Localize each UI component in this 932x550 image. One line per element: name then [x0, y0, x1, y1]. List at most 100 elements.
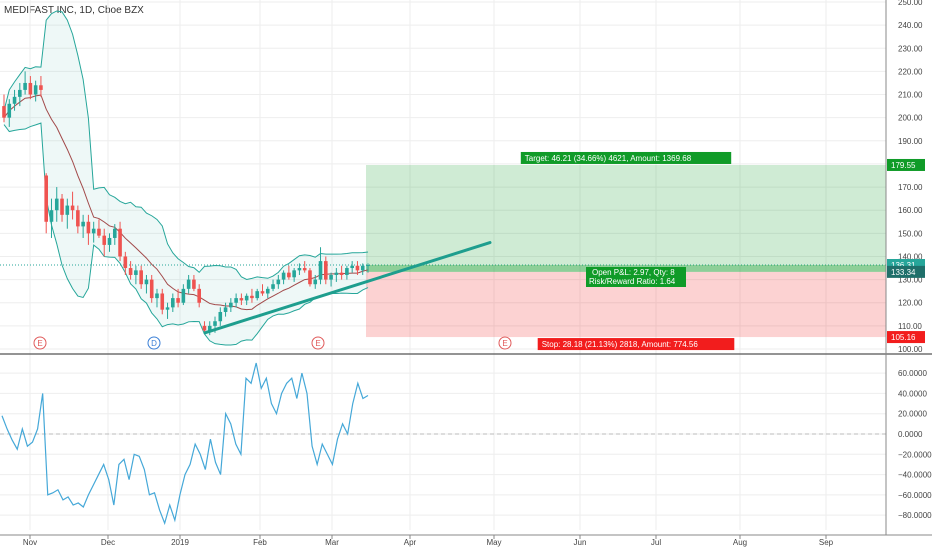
candle-body: [218, 311, 223, 322]
candle-body: [118, 228, 122, 257]
candle-body: [171, 298, 175, 308]
current-price-tag: 136.31: [891, 261, 916, 270]
price-tick-label: 210.00: [898, 91, 923, 100]
osc-tick-label: −20.0000: [898, 450, 932, 459]
stop-label-bg: [537, 338, 735, 351]
price-tick-label: 200.00: [898, 114, 923, 123]
candle-body: [12, 96, 17, 104]
lower-band: [3, 122, 369, 346]
osc-tick-label: 0.0000: [898, 430, 923, 439]
candles: [2, 71, 492, 336]
candle-body: [65, 205, 70, 215]
price-tick-label: 170.00: [898, 183, 923, 192]
candle-body: [155, 293, 159, 299]
target-price-tag-bg: [887, 158, 925, 171]
upper-band: [3, 10, 369, 281]
candle-body: [28, 82, 33, 95]
candle-body: [355, 265, 360, 271]
candle-body: [139, 270, 143, 285]
osc-tick-label: 40.0000: [898, 389, 927, 398]
candle-body: [112, 228, 117, 238]
candle-body: [345, 268, 349, 275]
osc-tick-label: −40.0000: [898, 471, 932, 480]
candle-body: [360, 265, 365, 271]
bollinger-bands: [3, 10, 369, 346]
price-tick-label: 130.00: [898, 276, 923, 285]
time-tick-label: Aug: [733, 538, 747, 547]
time-tick-label: Feb: [253, 538, 267, 547]
position-labels: E D E E Target: 46.21 (34.66%) 4621, Amount:…: [33, 151, 925, 351]
candle-body: [60, 198, 64, 215]
position-zones[interactable]: [366, 164, 886, 338]
osc-tick-label: −60.0000: [898, 491, 932, 500]
event-marker-label: E: [37, 339, 42, 348]
candle-body: [292, 270, 296, 278]
candle-body: [350, 265, 354, 269]
candle-body: [97, 228, 101, 236]
candle-body: [250, 295, 254, 299]
pnl-box: [586, 267, 686, 287]
osc-tick-label: 20.0000: [898, 410, 927, 419]
price-tick-label: 250.00: [898, 0, 923, 7]
time-tick-label: Apr: [404, 538, 417, 547]
price-tick-label: 150.00: [898, 229, 923, 238]
chart-title: MEDIFAST INC, 1D, Cboe BZX: [4, 5, 144, 16]
target-label: Target: 46.21 (34.66%) 4621, Amount: 136…: [525, 154, 692, 163]
event-marker: [33, 336, 47, 350]
candle-body: [102, 235, 107, 245]
candle-body: [313, 279, 318, 285]
stop-label: Stop: 28.18 (21.13%) 2818, Amount: 774.5…: [542, 340, 699, 349]
candle-body: [128, 268, 133, 275]
entry-price-tag-bg: [887, 265, 925, 278]
time-tick-label: May: [486, 538, 501, 547]
candle-body: [7, 103, 12, 118]
candle-body: [33, 85, 38, 95]
candle-body: [271, 284, 275, 289]
candle-body: [70, 205, 75, 211]
candle-body: [339, 272, 344, 275]
candle-body: [239, 298, 244, 301]
event-marker-label: E: [315, 339, 320, 348]
trendline: [203, 241, 492, 335]
candle-body: [160, 293, 165, 310]
candle-body: [308, 270, 312, 285]
time-tick-label: Nov: [23, 538, 37, 547]
event-marker: [311, 336, 325, 350]
event-marker-label: E: [502, 339, 507, 348]
candle-body: [244, 295, 249, 301]
price-tick-label: 160.00: [898, 206, 923, 215]
event-marker-label: D: [151, 339, 157, 348]
price-tick-label: 230.00: [898, 44, 923, 53]
price-tick-label: 240.00: [898, 21, 923, 30]
candle-body: [366, 265, 370, 267]
entry-price-tag: 133.34: [891, 268, 916, 277]
candle-body: [176, 298, 180, 303]
candle-body: [76, 210, 80, 227]
candle-body: [197, 288, 201, 303]
moving-average: [3, 94, 369, 311]
candle-body: [202, 325, 207, 331]
candle-body: [323, 261, 328, 280]
time-tick-label: 2019: [171, 538, 189, 547]
candle-body: [302, 268, 307, 271]
osc-tick-label: −80.0000: [898, 511, 932, 520]
band-fill: [4, 10, 368, 345]
stop-price-tag-bg: [887, 331, 925, 344]
price-tick-label: 140.00: [898, 252, 923, 261]
candle-body: [23, 82, 27, 90]
price-tick-label: 120.00: [898, 299, 923, 308]
event-marker: [498, 336, 512, 350]
candle-body: [186, 279, 191, 289]
candle-body: [54, 198, 59, 211]
candle-body: [192, 279, 196, 289]
candle-body: [287, 272, 291, 278]
target-label-bg: [520, 151, 732, 164]
osc-tick-label: 60.0000: [898, 369, 927, 378]
candle-body: [181, 288, 186, 303]
candle-body: [207, 325, 212, 331]
candle-body: [297, 268, 302, 271]
time-tick-label: Jun: [574, 538, 587, 547]
candle-body: [213, 321, 217, 326]
